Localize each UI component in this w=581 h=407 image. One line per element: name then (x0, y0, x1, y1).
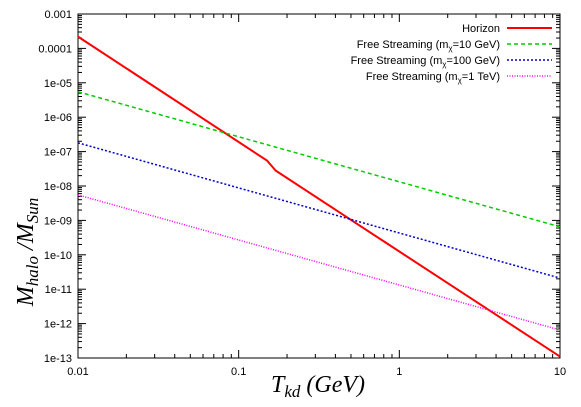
legend-text: Horizon (462, 23, 500, 35)
legend-subscript: χ (458, 76, 463, 85)
x-axis-title: Tkd (GeV) (271, 372, 365, 401)
legend-label-3: Free Streaming (mχ=1 TeV) (366, 71, 500, 85)
y-tick-label: 1e-06 (44, 112, 72, 124)
legend-text: Free Streaming (m (351, 55, 443, 67)
x-tick-label: 10 (554, 366, 566, 378)
legend-label-2: Free Streaming (mχ=100 GeV) (351, 55, 500, 69)
y-tick-label: 1e-07 (44, 147, 72, 159)
y-tick-label: 1e-13 (44, 353, 72, 365)
x-tick-label: 1 (396, 366, 402, 378)
legend-subscript: χ (442, 60, 447, 69)
legend-label-1: Free Streaming (mχ=10 GeV) (357, 39, 500, 53)
y-tick-label: 1e-05 (44, 78, 72, 90)
legend-text: =10 GeV) (453, 39, 500, 51)
axes: 0.01 0.1 1 10 0.001 0.0001 1e-05 1e-06 1e-07 1e-0… (38, 9, 566, 378)
series-line-3 (77, 194, 561, 331)
series-line-0 (77, 35, 561, 358)
y-tick-label: 0.001 (44, 9, 72, 21)
y-axis-title: Mhalo /MSun (13, 198, 42, 307)
legend-subscript: χ (448, 44, 453, 53)
x-tick-label: 0.1 (231, 366, 246, 378)
series-line-1 (77, 91, 561, 228)
y-tick-label: 1e-11 (45, 284, 72, 296)
y-tick-label: 0.0001 (38, 43, 72, 55)
y-tick-label: 1e-09 (44, 215, 72, 227)
series-line-2 (77, 142, 561, 279)
y-tick-label: 1e-10 (44, 250, 72, 262)
y-tick-label: 1e-08 (44, 181, 72, 193)
legend-text: Free Streaming (m (357, 39, 449, 51)
series-layer (77, 35, 561, 358)
legend-text: =1 TeV) (462, 71, 500, 83)
legend-text: Free Streaming (m (366, 71, 458, 83)
y-tick-label: 1e-12 (44, 319, 72, 331)
legend-text: =100 GeV) (446, 55, 500, 67)
x-tick-label: 0.01 (67, 366, 88, 378)
legend-label-0: Horizon (462, 23, 500, 35)
